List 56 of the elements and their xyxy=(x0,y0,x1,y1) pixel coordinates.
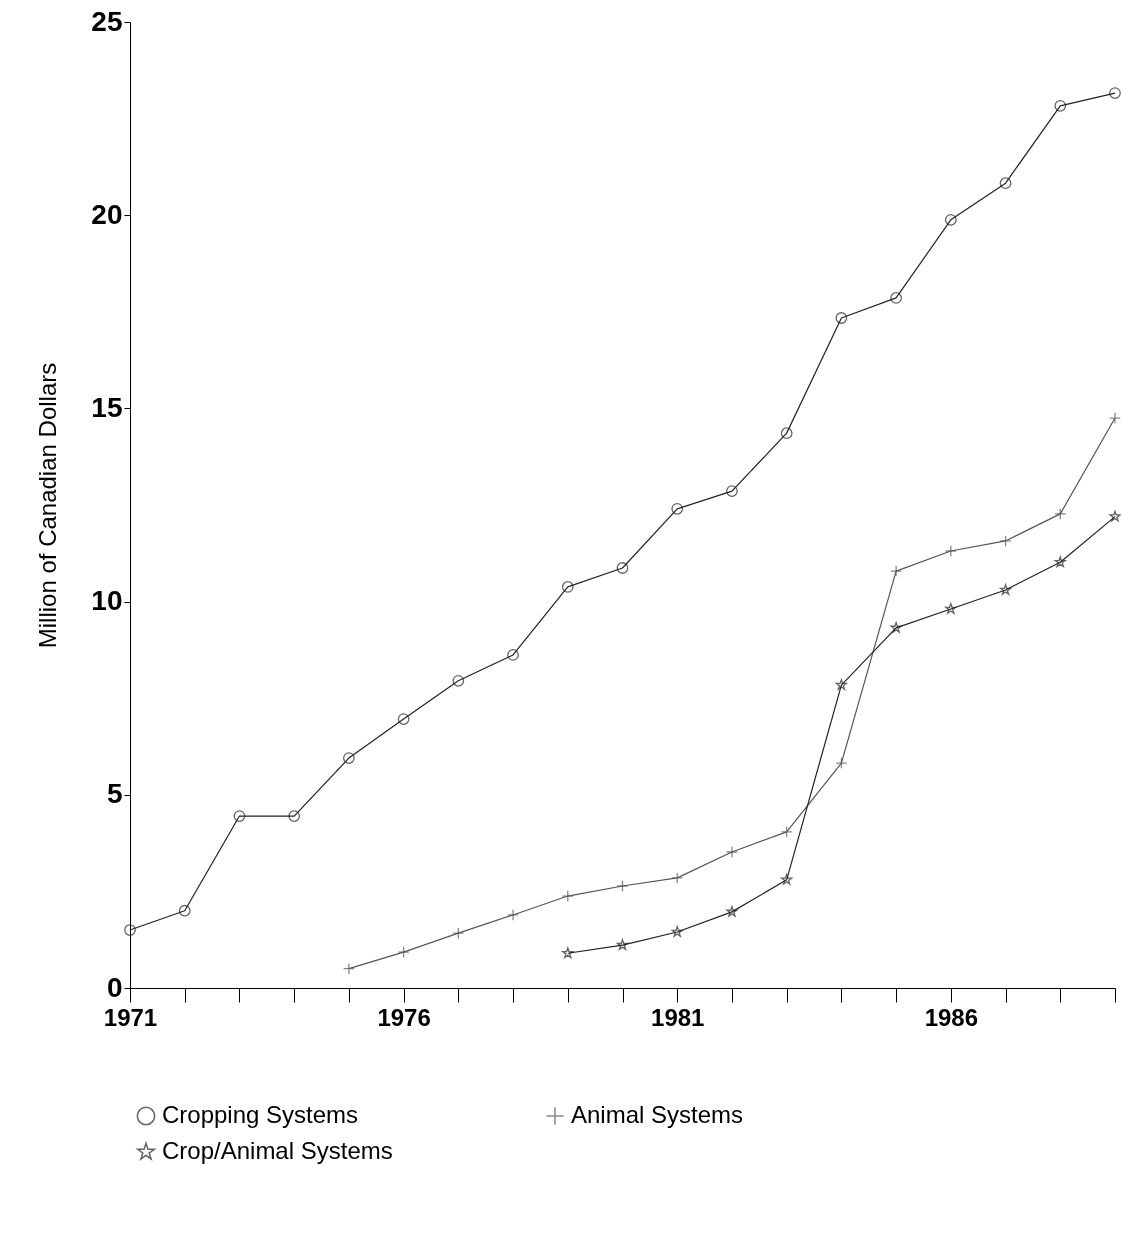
point xyxy=(397,946,410,958)
point xyxy=(288,810,301,822)
point xyxy=(342,752,355,764)
y-tick-label: 5 xyxy=(106,778,123,810)
y-tick-label: 25 xyxy=(91,5,123,37)
y-tick-label: 10 xyxy=(91,585,123,617)
point xyxy=(1054,556,1066,568)
point xyxy=(944,545,957,557)
point xyxy=(726,846,738,858)
point xyxy=(999,177,1012,190)
point xyxy=(671,871,684,884)
x-tick-label: 1981 xyxy=(651,1003,705,1031)
point xyxy=(397,713,410,725)
point xyxy=(671,502,684,515)
point xyxy=(178,904,191,917)
point xyxy=(452,674,465,687)
point xyxy=(890,621,902,633)
point xyxy=(1054,507,1067,520)
y-axis-title: Million of Canadian Dollars xyxy=(34,362,62,649)
point xyxy=(1109,412,1121,424)
point xyxy=(726,485,738,497)
x-tick-label: 1971 xyxy=(103,1003,158,1031)
point xyxy=(233,810,246,822)
point xyxy=(616,562,629,574)
point xyxy=(835,679,848,690)
point xyxy=(835,757,848,770)
point xyxy=(999,535,1012,547)
point xyxy=(726,905,738,917)
legend-label: Cropping Systems xyxy=(162,1101,359,1128)
point xyxy=(780,427,793,440)
point xyxy=(835,312,848,324)
y-tick-label: 0 xyxy=(106,971,123,1003)
point xyxy=(616,880,629,892)
point xyxy=(507,909,519,921)
x-tick-label: 1976 xyxy=(377,1003,431,1031)
x-tick-label: 1986 xyxy=(924,1003,979,1031)
point xyxy=(890,565,903,577)
point xyxy=(507,649,519,661)
point xyxy=(1054,99,1067,112)
legend-label: Crop/Animal Systems xyxy=(162,1137,393,1164)
point xyxy=(944,213,957,226)
point xyxy=(561,581,574,593)
y-tick-label: 20 xyxy=(91,198,123,230)
legend-label: Animal Systems xyxy=(571,1101,744,1128)
point xyxy=(890,292,903,304)
point xyxy=(780,826,793,838)
point xyxy=(1109,510,1121,522)
point xyxy=(562,947,574,959)
point xyxy=(124,924,136,936)
point xyxy=(452,927,465,940)
point xyxy=(616,939,629,951)
point xyxy=(342,962,355,975)
point xyxy=(1109,87,1121,99)
point xyxy=(561,890,574,902)
point xyxy=(781,873,793,885)
y-tick-label: 15 xyxy=(91,391,123,423)
